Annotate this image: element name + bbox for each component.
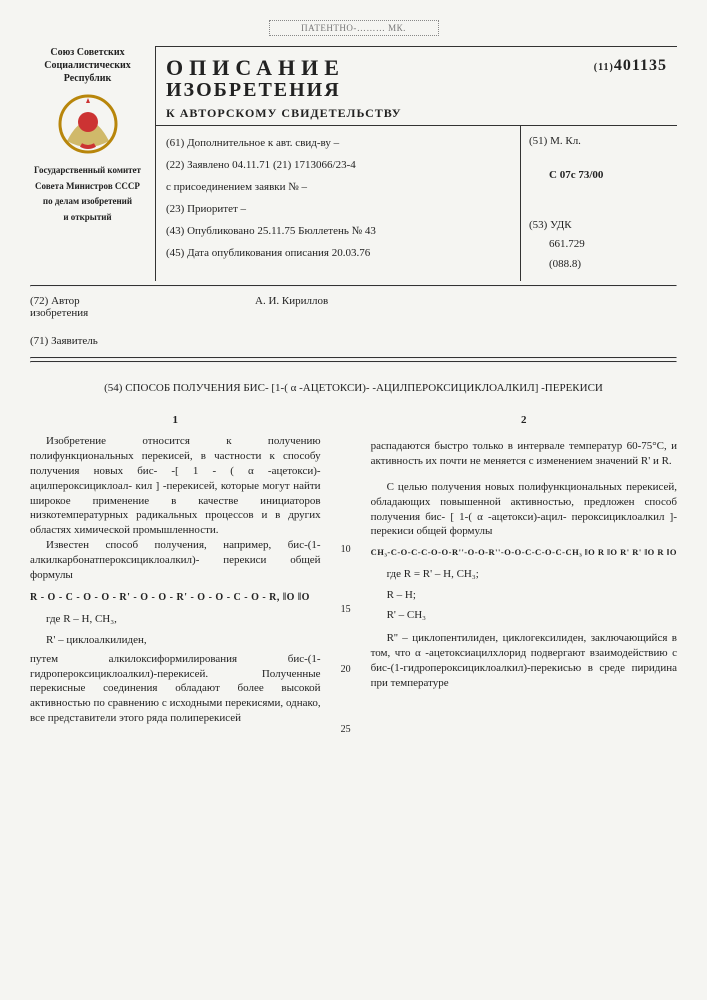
publication-number: (11)401135 — [594, 57, 667, 75]
col1-p1: Изобретение относится к получению полифу… — [30, 434, 321, 538]
col2-p1: распадаются быстро только в интервале те… — [371, 439, 677, 469]
col1-number: 1 — [30, 413, 321, 428]
issuer-line2: Социалистических — [30, 59, 145, 72]
biblio-22-date: 04.11.71 — [232, 159, 270, 171]
applicant-value — [145, 335, 677, 347]
col2-p3a: где R = R' – H, CH₃; — [371, 567, 677, 582]
committee-line1: Государственный комитет — [30, 165, 145, 177]
biblio-43: (43) Опубликовано 25.11.75 Бюллетень № 4… — [166, 220, 510, 242]
biblio-21-no: 1713066/23-4 — [294, 159, 356, 171]
biblio-53-code1: 661.729 — [549, 235, 669, 255]
author-label-2: изобретения — [30, 307, 88, 319]
col1-p3b: R' – циклоалкилиден, — [30, 633, 321, 648]
author-label-1: (72) Автор — [30, 295, 80, 307]
issuer-column: Союз Советских Социалистических Республи… — [30, 46, 145, 281]
col1-formula: R - O - C - O - O - R' - O - O - R' - O … — [30, 591, 321, 605]
biblio-row: (61) Дополнительное к авт. свид-ву – (22… — [156, 126, 677, 281]
col2-number: 2 — [371, 413, 677, 428]
author-label: (72) Автор изобретения — [30, 295, 145, 319]
biblio-45-date: 20.03.76 — [332, 247, 371, 259]
col2-p4: R'' – циклопентилиден, циклогексилиден, … — [371, 631, 677, 690]
biblio-45-label: (45) Дата опубликования описания — [166, 247, 329, 259]
biblio-61: (61) Дополнительное к авт. свид-ву – — [166, 132, 510, 154]
biblio-43-bull: Бюллетень № 43 — [298, 225, 376, 237]
biblio-22-21: (22) Заявлено 04.11.71 (21) 1713066/23-4 — [166, 154, 510, 176]
lineno-10: 10 — [339, 543, 353, 557]
committee-line4: и открытий — [30, 212, 145, 224]
header-block: Союз Советских Социалистических Республи… — [30, 46, 677, 281]
col2-p3c: R' – CH₃ — [371, 608, 677, 623]
lineno-15: 15 — [339, 603, 353, 617]
col1-p2: Известен способ получения, например, бис… — [30, 538, 321, 583]
doc-title-main: ОПИСАНИЕ — [166, 55, 345, 80]
biblio-left: (61) Дополнительное к авт. свид-ву – (22… — [156, 126, 520, 281]
body-columns: 1 Изобретение относится к получению поли… — [30, 413, 677, 737]
separator-2b — [30, 361, 677, 363]
col2-p2: С целью получения новых полифункциональн… — [371, 480, 677, 539]
biblio-53: (53) УДК — [529, 216, 669, 236]
biblio-22-label: (22) Заявлено — [166, 159, 229, 171]
author-name: А. И. Кириллов — [145, 295, 677, 319]
biblio-53-code2: (088.8) — [549, 255, 669, 275]
committee-line2: Совета Министров СССР — [30, 181, 145, 193]
applicant-label: (71) Заявитель — [30, 335, 145, 347]
col2-p3b: R – H; — [371, 588, 677, 603]
biblio-21-label: (21) — [273, 159, 291, 171]
biblio-45: (45) Дата опубликования описания 20.03.7… — [166, 242, 510, 264]
biblio-right: (51) М. Кл. C 07c 73/00 (53) УДК 661.729… — [520, 126, 677, 281]
column-2: 2 распадаются быстро только в интервале … — [371, 413, 677, 737]
separator-2a — [30, 357, 677, 359]
biblio-51: (51) М. Кл. — [529, 132, 669, 152]
col1-p4: путем алкилоксиформилирования бис-(1- ги… — [30, 652, 321, 726]
biblio-51-code: C 07c 73/00 — [549, 166, 669, 186]
title-biblio-block: (11)401135 ОПИСАНИЕ ИЗОБРЕТЕНИЯ К АВТОРС… — [155, 46, 677, 281]
pub-prefix: (11) — [594, 62, 614, 73]
title-row: (11)401135 ОПИСАНИЕ ИЗОБРЕТЕНИЯ К АВТОРС… — [156, 47, 677, 126]
pub-number: 401135 — [614, 57, 667, 74]
line-number-gutter: 10 15 20 25 — [339, 413, 353, 737]
doc-title-sub2: К АВТОРСКОМУ СВИДЕТЕЛЬСТВУ — [166, 106, 667, 121]
committee-line3: по делам изобретений — [30, 196, 145, 208]
biblio-43-date: 25.11.75 — [257, 225, 295, 237]
ussr-emblem — [30, 93, 145, 159]
author-row: (72) Автор изобретения А. И. Кириллов — [30, 287, 677, 327]
lineno-20: 20 — [339, 663, 353, 677]
issuer-line3: Республик — [30, 72, 145, 85]
col2-formula: CH₃-C-O-C-C-O-O-R''-O-O-R''-O-O-C-C-O-C-… — [371, 547, 677, 558]
col1-p3a: где R – H, CH₃, — [30, 612, 321, 627]
library-stamp: ПАТЕНТНО-……… МК. — [269, 20, 439, 36]
issuer-line1: Союз Советских — [30, 46, 145, 59]
lineno-25: 25 — [339, 723, 353, 737]
doc-title-sub: ИЗОБРЕТЕНИЯ — [166, 79, 667, 102]
biblio-23: (23) Приоритет – — [166, 198, 510, 220]
applicant-row: (71) Заявитель — [30, 327, 677, 355]
invention-title: (54) СПОСОБ ПОЛУЧЕНИЯ БИС- [1-( α -АЦЕТО… — [70, 381, 637, 395]
column-1: 1 Изобретение относится к получению поли… — [30, 413, 321, 737]
biblio-join: с присоединением заявки № – — [166, 176, 510, 198]
biblio-43-label: (43) Опубликовано — [166, 225, 255, 237]
